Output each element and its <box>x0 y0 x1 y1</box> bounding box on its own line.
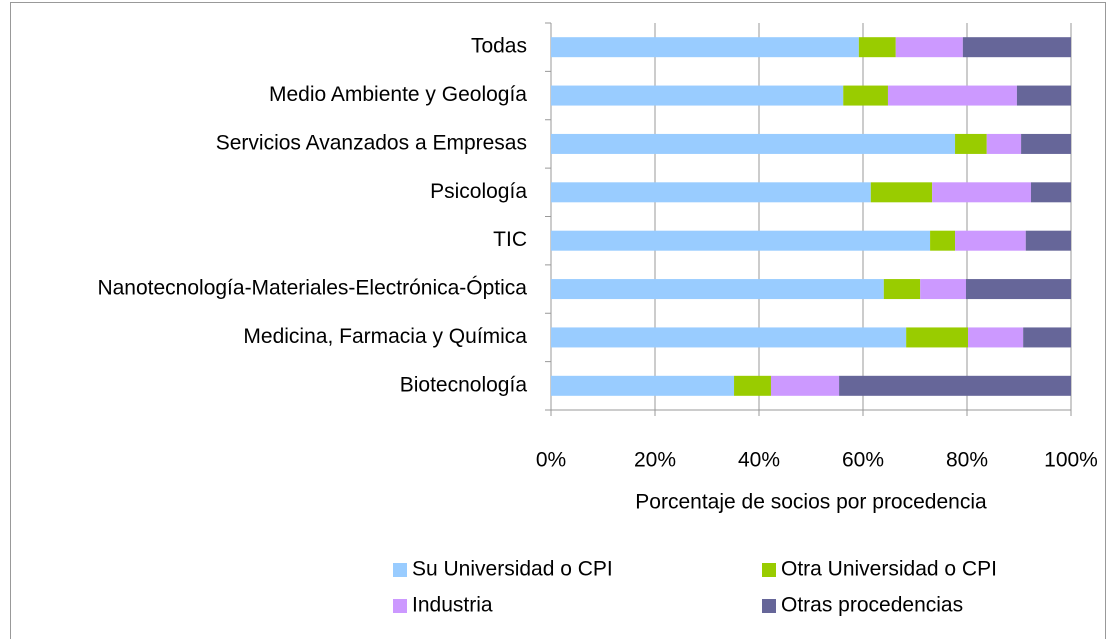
bar-segment <box>930 230 956 251</box>
bar-segment <box>1023 327 1071 348</box>
bar-segment <box>870 182 933 203</box>
y-tick-label: Nanotecnología-Materiales-Electrónica-Óp… <box>97 277 527 300</box>
x-tick-label: 100% <box>1044 449 1098 472</box>
y-tick-label: TIC <box>493 228 527 251</box>
y-tick-label: Medio Ambiente y Geología <box>269 83 527 106</box>
legend-swatch <box>393 599 407 613</box>
bar-segment <box>962 37 1071 58</box>
bar-segment <box>551 230 931 251</box>
bar-segment <box>551 327 907 348</box>
bar-segment <box>932 182 1031 203</box>
y-tick-label: Biotecnología <box>400 373 528 396</box>
bar-segment <box>770 375 840 396</box>
y-tick-label: Medicina, Farmacia y Química <box>243 325 527 348</box>
bar-segment <box>906 327 969 348</box>
bar-segment <box>1030 182 1071 203</box>
bar-segment <box>551 279 884 300</box>
legend-label: Otras procedencias <box>781 594 963 617</box>
bar-segment <box>955 230 1026 251</box>
bar-segment <box>839 375 1071 396</box>
bar-segment <box>551 182 871 203</box>
bar-segment <box>920 279 966 300</box>
bar-segment <box>955 133 987 154</box>
bar-segment <box>968 327 1024 348</box>
bar-segment <box>965 279 1071 300</box>
x-tick-label: 40% <box>738 449 780 472</box>
legend-label: Otra Universidad o CPI <box>781 558 997 581</box>
bar-segment <box>986 133 1022 154</box>
legend-swatch <box>762 563 776 577</box>
x-axis-title: Porcentaje de socios por procedencia <box>635 491 987 514</box>
y-tick-label: Todas <box>471 35 527 58</box>
legend-label: Su Universidad o CPI <box>412 558 613 581</box>
y-tick-label: Psicología <box>430 180 527 203</box>
bar-segment <box>858 37 896 58</box>
bar-segment <box>843 85 888 106</box>
bar-segment <box>887 85 1017 106</box>
legend-label: Industria <box>412 594 493 617</box>
bar-segment <box>1025 230 1071 251</box>
bar-segment <box>734 375 771 396</box>
bar-segment <box>551 375 735 396</box>
bar-segment <box>551 37 859 58</box>
legend-swatch <box>762 599 776 613</box>
x-tick-label: 20% <box>634 449 676 472</box>
bar-segment <box>1021 133 1071 154</box>
y-tick-label: Servicios Avanzados a Empresas <box>216 131 527 154</box>
x-tick-label: 0% <box>536 449 566 472</box>
x-tick-label: 60% <box>842 449 884 472</box>
bar-segment <box>551 85 844 106</box>
bar-segment <box>883 279 921 300</box>
chart-frame <box>10 2 1106 639</box>
bar-segment <box>895 37 963 58</box>
legend-swatch <box>393 563 407 577</box>
x-tick-label: 80% <box>946 449 988 472</box>
bar-segment <box>551 133 956 154</box>
bar-segment <box>1016 85 1071 106</box>
